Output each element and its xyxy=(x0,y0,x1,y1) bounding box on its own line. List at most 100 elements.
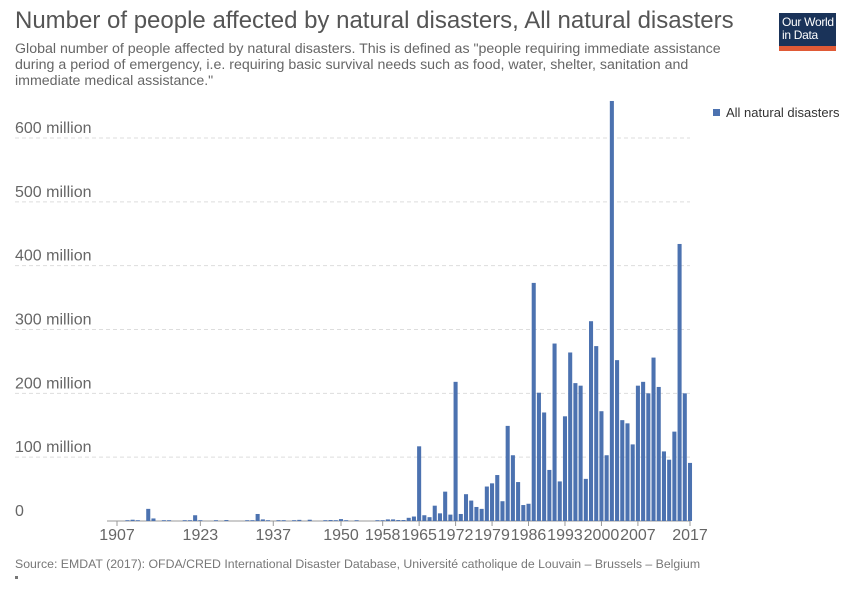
bar[interactable] xyxy=(667,459,672,521)
bar[interactable] xyxy=(260,519,265,521)
bar[interactable] xyxy=(531,282,536,521)
footer-dot xyxy=(15,576,18,579)
bar[interactable] xyxy=(646,393,651,521)
bar[interactable] xyxy=(276,520,281,521)
bar[interactable] xyxy=(526,503,531,521)
bar[interactable] xyxy=(375,520,380,521)
bar[interactable] xyxy=(500,501,505,521)
bar[interactable] xyxy=(443,491,448,521)
bar[interactable] xyxy=(495,475,500,521)
bar[interactable] xyxy=(516,482,521,521)
bar[interactable] xyxy=(396,520,401,521)
bar[interactable] xyxy=(391,519,396,521)
owid-logo[interactable]: Our World in Data xyxy=(779,13,836,51)
bar[interactable] xyxy=(417,446,422,521)
bar[interactable] xyxy=(187,520,192,521)
bar[interactable] xyxy=(297,519,302,521)
bar[interactable] xyxy=(437,513,442,521)
bar[interactable] xyxy=(562,416,568,521)
bar[interactable] xyxy=(490,483,495,521)
bar[interactable] xyxy=(635,385,640,521)
bar[interactable] xyxy=(630,444,635,521)
bar[interactable] xyxy=(406,517,411,521)
bar[interactable] xyxy=(385,519,390,521)
bar[interactable] xyxy=(661,451,666,521)
legend[interactable]: All natural disasters xyxy=(713,105,840,120)
bar[interactable] xyxy=(609,100,614,521)
bar[interactable] xyxy=(547,469,552,521)
bar[interactable] xyxy=(557,481,562,521)
bar[interactable] xyxy=(589,321,594,521)
bar[interactable] xyxy=(146,508,151,521)
bar[interactable] xyxy=(427,517,432,521)
bar[interactable] xyxy=(328,520,333,521)
bar[interactable] xyxy=(213,520,218,521)
bar[interactable] xyxy=(344,520,349,521)
bar[interactable] xyxy=(474,506,479,521)
x-tick-label: 1972 xyxy=(438,527,474,544)
bar[interactable] xyxy=(604,455,609,521)
bar[interactable] xyxy=(250,520,255,521)
bar[interactable] xyxy=(151,518,156,521)
x-tick-label: 1979 xyxy=(474,527,510,544)
bar[interactable] xyxy=(568,352,573,521)
bar[interactable] xyxy=(432,505,437,521)
bar[interactable] xyxy=(135,520,140,521)
x-tick-label: 2007 xyxy=(620,527,656,544)
bar[interactable] xyxy=(677,243,682,521)
bar[interactable] xyxy=(401,520,406,521)
bar[interactable] xyxy=(536,392,541,521)
bar[interactable] xyxy=(682,393,687,521)
bar[interactable] xyxy=(333,520,338,521)
bar[interactable] xyxy=(448,514,453,521)
bar[interactable] xyxy=(656,386,661,521)
bar[interactable] xyxy=(354,520,359,521)
bar[interactable] xyxy=(125,520,130,521)
bar[interactable] xyxy=(521,505,526,521)
bar[interactable] xyxy=(161,520,166,521)
bar[interactable] xyxy=(641,381,646,521)
bar[interactable] xyxy=(542,412,547,521)
bar[interactable] xyxy=(510,455,515,521)
bar[interactable] xyxy=(255,513,260,521)
bar[interactable] xyxy=(167,520,172,521)
bar[interactable] xyxy=(484,486,489,521)
bar[interactable] xyxy=(469,500,474,521)
bar[interactable] xyxy=(380,520,385,521)
bar[interactable] xyxy=(281,520,286,521)
bar[interactable] xyxy=(599,411,604,521)
bar[interactable] xyxy=(422,515,427,521)
bar[interactable] xyxy=(198,520,203,521)
x-tick-label: 1965 xyxy=(401,527,437,544)
bar[interactable] xyxy=(583,478,588,521)
bar[interactable] xyxy=(687,462,693,521)
logo-accent-bar xyxy=(779,46,836,51)
x-tick-label: 2000 xyxy=(584,527,620,544)
bar[interactable] xyxy=(323,520,328,521)
bar[interactable] xyxy=(615,360,620,521)
bar[interactable] xyxy=(411,516,416,521)
bar[interactable] xyxy=(479,508,484,521)
legend-swatch xyxy=(713,109,720,116)
bar[interactable] xyxy=(625,423,630,521)
bar[interactable] xyxy=(338,519,344,521)
bar[interactable] xyxy=(620,420,625,521)
bar[interactable] xyxy=(453,381,458,521)
bar[interactable] xyxy=(552,343,557,521)
bar[interactable] xyxy=(130,519,135,521)
bar[interactable] xyxy=(292,520,297,521)
bar[interactable] xyxy=(458,513,463,521)
bar[interactable] xyxy=(224,520,229,521)
bar[interactable] xyxy=(505,425,510,521)
bar[interactable] xyxy=(182,520,187,521)
bar[interactable] xyxy=(573,383,578,521)
bar[interactable] xyxy=(463,494,469,521)
bar[interactable] xyxy=(578,385,583,521)
bar[interactable] xyxy=(594,346,599,521)
bar[interactable] xyxy=(307,519,312,521)
bar[interactable] xyxy=(193,515,198,521)
bar[interactable] xyxy=(651,357,656,521)
bar[interactable] xyxy=(245,520,250,521)
bar[interactable] xyxy=(672,431,677,521)
bar[interactable] xyxy=(266,520,271,521)
